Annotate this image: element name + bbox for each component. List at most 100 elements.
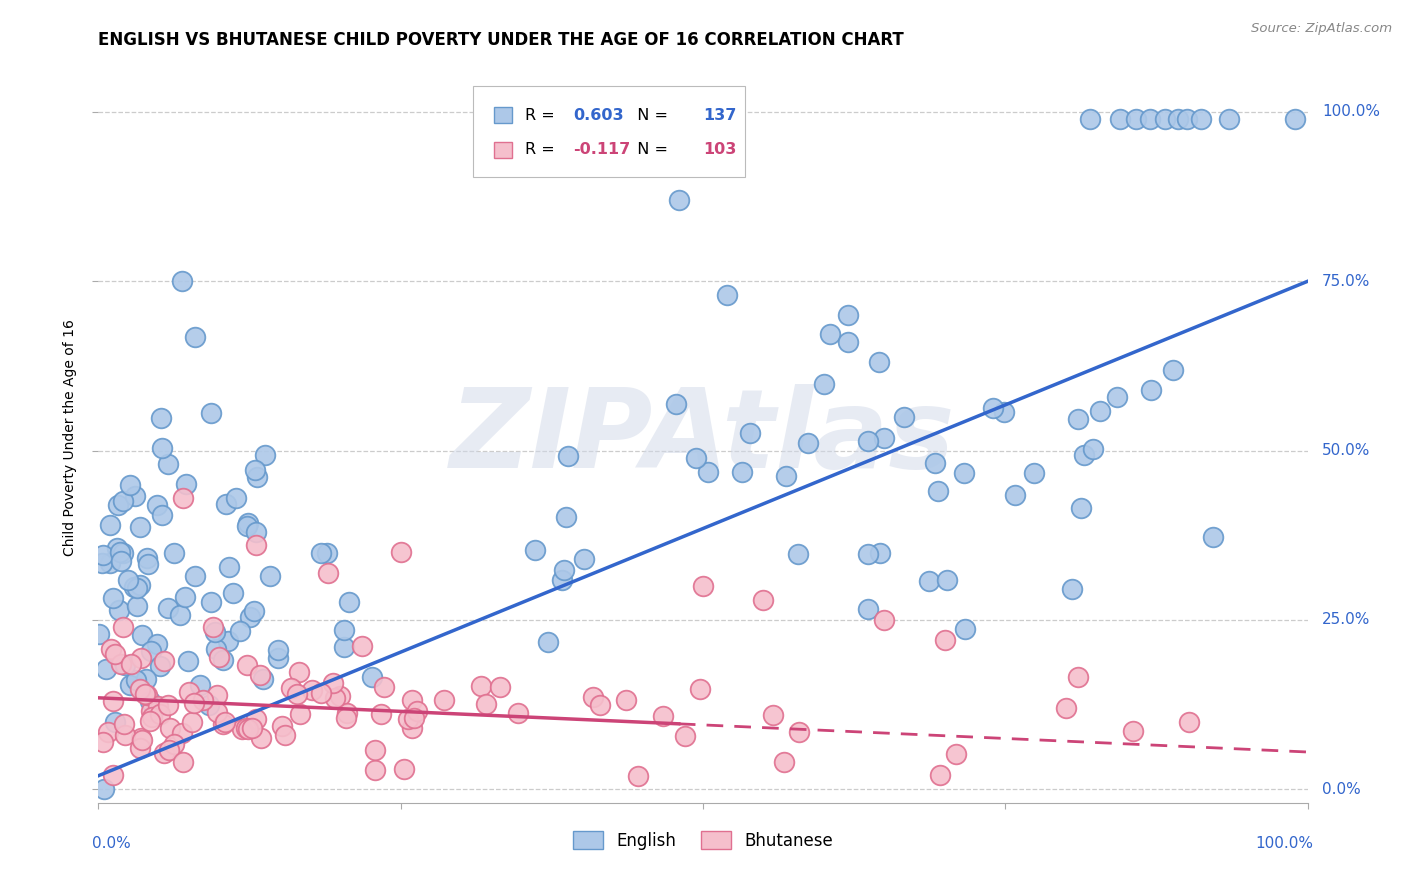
Point (129, 740, 152, 755)
Point (274, 728, 297, 742)
Point (952, 467, 974, 481)
Text: 0.603: 0.603 (572, 108, 623, 123)
Point (401, 693, 423, 707)
Point (98, 556, 121, 570)
Point (245, 712, 267, 726)
Point (945, 747, 967, 761)
Point (818, 326, 841, 341)
Point (114, 658, 136, 673)
Point (110, 554, 132, 568)
Point (146, 699, 169, 714)
Point (837, 308, 859, 322)
Point (169, 607, 191, 622)
Point (231, 722, 253, 736)
Text: N =: N = (627, 108, 673, 123)
Point (470, 679, 492, 693)
Point (582, 690, 605, 705)
Point (280, 681, 302, 695)
Point (589, 698, 612, 712)
Point (738, 425, 761, 440)
Point (212, 717, 235, 731)
Point (162, 737, 184, 751)
Text: 103: 103 (703, 142, 737, 157)
Point (928, 768, 950, 782)
Point (1218, 112, 1240, 126)
Point (664, 397, 686, 411)
Point (245, 538, 267, 552)
Point (627, 769, 650, 783)
Point (141, 710, 163, 724)
Point (364, 743, 387, 757)
Point (557, 449, 579, 463)
Point (136, 550, 159, 565)
Point (1054, 701, 1077, 715)
Point (934, 633, 956, 648)
Point (773, 756, 796, 770)
Text: 50.0%: 50.0% (1322, 443, 1371, 458)
Point (270, 718, 292, 732)
Point (193, 693, 215, 707)
Text: -0.117: -0.117 (572, 142, 630, 157)
Point (523, 542, 546, 557)
Point (177, 684, 200, 698)
Point (1070, 500, 1092, 515)
Point (221, 585, 243, 599)
Point (364, 763, 387, 777)
Point (145, 498, 167, 512)
Point (337, 595, 360, 609)
Point (235, 722, 257, 736)
Point (1161, 363, 1184, 377)
Point (333, 624, 356, 638)
Point (716, 288, 738, 302)
Point (873, 613, 896, 627)
Point (1122, 723, 1144, 738)
Text: R =: R = (524, 108, 560, 123)
Text: R =: R = (524, 142, 560, 157)
Point (1073, 449, 1095, 463)
Point (242, 604, 264, 618)
Point (572, 552, 595, 566)
Point (1081, 442, 1104, 456)
Point (402, 711, 425, 725)
Point (787, 724, 810, 739)
Text: 100.0%: 100.0% (1322, 104, 1381, 120)
Point (120, 657, 142, 671)
Point (1189, 112, 1212, 126)
Point (315, 546, 337, 560)
Point (107, 603, 129, 617)
Point (309, 686, 332, 700)
Text: N =: N = (627, 142, 673, 157)
Point (301, 682, 323, 697)
Point (398, 712, 420, 726)
Point (868, 355, 890, 369)
Text: 0.0%: 0.0% (93, 836, 131, 851)
Point (156, 458, 179, 472)
Point (242, 721, 264, 735)
Bar (494, 107, 512, 123)
Point (112, 493, 135, 508)
Point (107, 498, 129, 512)
Point (1004, 487, 1026, 501)
Point (125, 673, 148, 687)
Point (138, 714, 160, 728)
Legend: English, Bhutanese: English, Bhutanese (567, 824, 839, 856)
Point (129, 651, 152, 665)
Point (927, 484, 949, 499)
Point (1078, 112, 1101, 126)
Point (127, 581, 149, 595)
Point (406, 704, 429, 718)
Point (352, 639, 374, 653)
Point (94, 662, 117, 676)
Point (103, 715, 125, 730)
Point (89, 626, 111, 640)
Point (1284, 112, 1306, 126)
Point (775, 468, 797, 483)
Point (207, 705, 229, 719)
Point (288, 665, 311, 680)
Point (1154, 112, 1177, 126)
Point (212, 652, 235, 666)
Point (813, 377, 835, 392)
Point (205, 689, 228, 703)
Point (204, 624, 226, 639)
Point (893, 410, 915, 425)
